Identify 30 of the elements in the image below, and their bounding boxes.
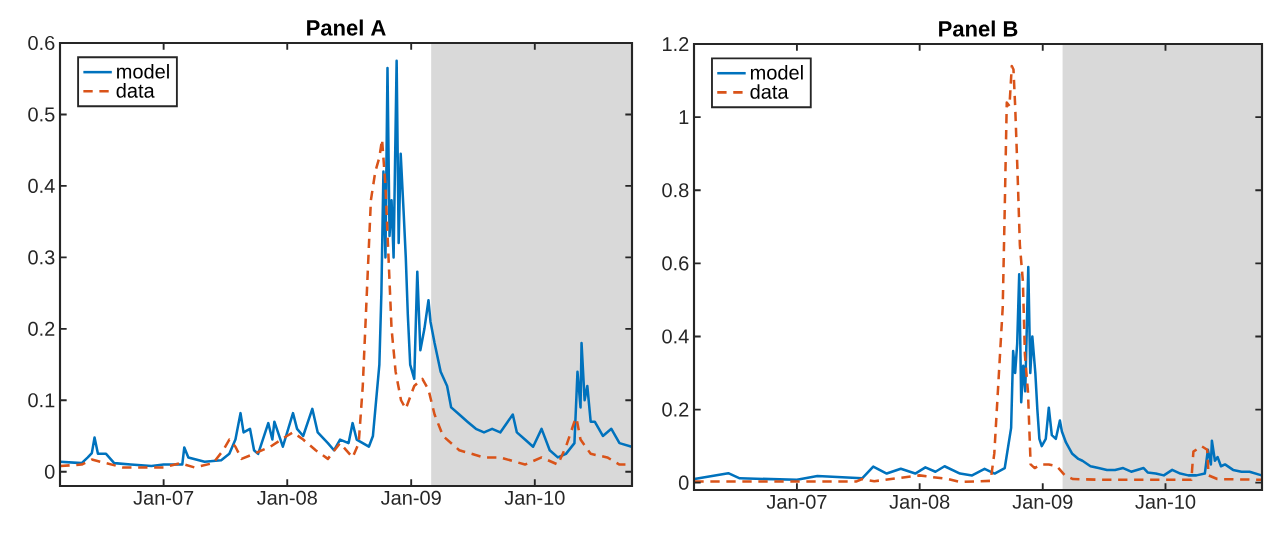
legend-label: model [117,63,169,79]
y-tick-label: 0.1 [28,393,55,408]
y-tick-label: 0.5 [28,107,55,122]
line-series [694,265,1263,482]
legend-label: model [750,64,803,80]
x-tick-label: Jan-07 [133,490,194,505]
x-tick-label: Jan-09 [1012,494,1073,509]
x-tick-label: Jan-08 [889,494,950,509]
x-tick-label: Jan-10 [504,490,565,505]
y-tick-label: 0.4 [662,329,689,344]
x-tick-label: Jan-10 [1135,494,1196,509]
y-tick-label: 0.6 [28,35,55,51]
x-tick-label: Jan-09 [380,490,441,505]
y-tick-label: 0.4 [28,178,55,193]
chart-title: Panel A [307,19,386,36]
legend-label: data [116,83,155,98]
y-tick-label: 0.8 [662,183,689,198]
y-tick-label: 0 [678,475,689,490]
legend-label: data [750,84,789,99]
x-tick-label: Jan-07 [766,494,827,509]
y-tick-label: 1 [679,110,689,124]
y-tick-label: 1.2 [663,37,689,51]
x-tick-label: Jan-08 [256,490,317,505]
y-tick-label: 0 [44,464,55,479]
chart-title: Panel B [939,20,1018,37]
line-series [60,59,633,468]
y-tick-label: 0.6 [662,256,689,271]
y-tick-label: 0.2 [662,402,689,417]
y-tick-label: 0.2 [28,321,55,336]
y-tick-label: 0.3 [28,250,55,265]
